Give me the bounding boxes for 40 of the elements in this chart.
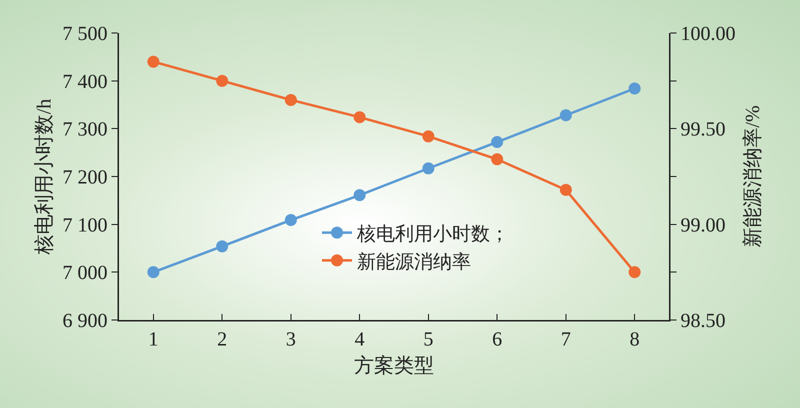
point [147, 266, 160, 278]
x-tick-label: 6 [492, 328, 502, 350]
point [560, 184, 572, 196]
y-tick-label: 7 200 [62, 166, 108, 188]
x-tick-label: 8 [630, 328, 640, 350]
point [354, 111, 366, 124]
y2-tick-label: 98.50 [680, 310, 726, 332]
point [560, 109, 572, 122]
legend-label: 新能源消纳率 [357, 250, 471, 273]
x-tick-label: 1 [148, 328, 158, 350]
y-axis-title: 核电利用小时数/h [33, 98, 56, 256]
y2-tick-label: 99.50 [680, 118, 726, 141]
point [284, 214, 297, 226]
x-axis-title: 方案类型 [354, 354, 434, 377]
x-tick-label: 5 [423, 328, 434, 350]
point [216, 74, 228, 87]
point [284, 94, 297, 106]
x-tick-label: 4 [354, 328, 365, 350]
point [491, 136, 504, 148]
point [422, 130, 434, 142]
point [628, 82, 641, 94]
x-tick-label: 2 [217, 328, 228, 350]
y-tick-label: 7 400 [62, 70, 108, 93]
y2-axis-title: 新能源消纳率/% [742, 105, 764, 248]
x-tick-label: 3 [286, 328, 296, 350]
point [216, 240, 228, 252]
y-tick-label: 7 300 [62, 118, 108, 141]
y-tick-label: 7 500 [62, 23, 108, 45]
point [628, 266, 641, 278]
point [422, 162, 434, 174]
y-tick-label: 7 100 [62, 214, 108, 236]
y2-tick-label: 99.00 [680, 214, 726, 236]
y-tick-label: 7 000 [62, 262, 108, 284]
point [147, 56, 160, 68]
point [354, 189, 366, 202]
y-tick-label: 6 900 [62, 310, 108, 332]
point [491, 153, 504, 166]
legend-label: 核电利用小时数； [356, 224, 509, 246]
x-tick-label: 7 [560, 328, 571, 350]
y2-tick-label: 100.00 [680, 23, 736, 45]
